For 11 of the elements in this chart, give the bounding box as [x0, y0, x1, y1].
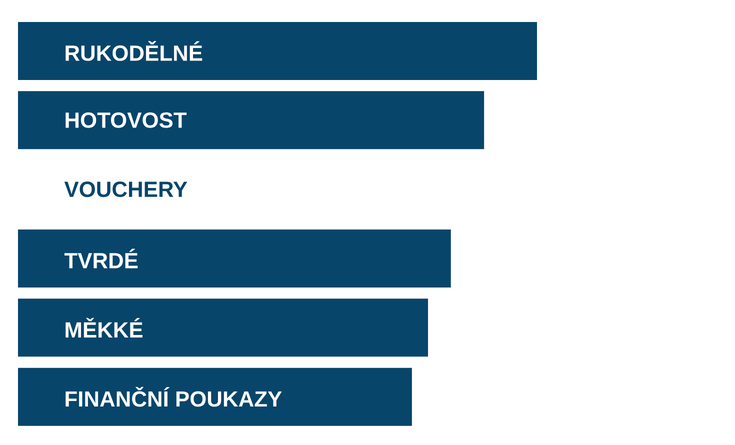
bar [18, 91, 484, 150]
y-tick-label: FINANČNÍ POUKAZY [66, 386, 282, 407]
bar [18, 298, 428, 357]
y-tick-label: MĚKKÉ [66, 318, 142, 338]
bar [18, 368, 412, 426]
bar [18, 229, 451, 288]
y-tick-label: HOTOVOST [66, 112, 187, 128]
y-tick-label: VOUCHERY [64, 182, 188, 198]
y-tick-label: RUKODĚLNÉ [66, 41, 202, 61]
y-tick-label: TVRDÉ [64, 248, 138, 268]
bar [18, 22, 538, 80]
